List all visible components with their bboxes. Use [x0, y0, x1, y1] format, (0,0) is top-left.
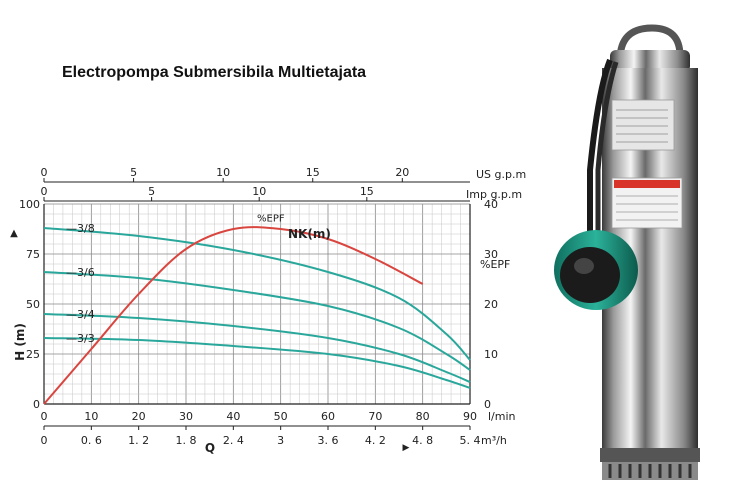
- curve-label: —3/8: [66, 222, 95, 235]
- epf-axis-label: %EPF: [480, 258, 510, 271]
- us-gpm-tick-label: 20: [395, 166, 409, 179]
- h-tick-label: 100: [19, 198, 40, 211]
- curve-3-8: [43, 227, 471, 361]
- curve-label: —3/6: [66, 266, 95, 279]
- lmin-tick-label: 30: [179, 410, 193, 423]
- imp-gpm-tick-label: 10: [252, 185, 266, 198]
- curve-label: —3/3: [66, 332, 95, 345]
- epf-tick-label: 40: [484, 198, 498, 211]
- h-tick-label: 0: [33, 398, 40, 411]
- imp-gpm-axis-label: Imp g.p.m: [466, 188, 522, 201]
- m3h-tick-label: 0. 6: [81, 434, 102, 447]
- curves-title: NK(m): [288, 227, 331, 241]
- pump-label-plate: [611, 99, 675, 151]
- lmin-tick-label: 50: [274, 410, 288, 423]
- h-tick-label: 50: [26, 298, 40, 311]
- us-gpm-tick-label: 10: [216, 166, 230, 179]
- curve-3-3: [43, 337, 471, 389]
- m3h-axis-label: m³/h: [481, 434, 507, 447]
- h-tick-label: 75: [26, 248, 40, 261]
- curve-label-epf: %EPF: [257, 214, 285, 225]
- m3h-tick-label: 4. 8: [412, 434, 433, 447]
- us-gpm-tick-label: 5: [130, 166, 137, 179]
- us-gpm-tick-label: 0: [41, 166, 48, 179]
- h-axis-arrow: ▲: [10, 228, 18, 239]
- pump-handle: [616, 24, 684, 61]
- epf-tick-label: 10: [484, 348, 498, 361]
- imp-gpm-tick-label: 0: [41, 185, 48, 198]
- pump-top-cap: [610, 50, 690, 72]
- m3h-tick-label: 3. 6: [318, 434, 339, 447]
- epf-tick-label: 20: [484, 298, 498, 311]
- curve-label: —3/4: [66, 308, 95, 321]
- lmin-axis-label: l/min: [488, 410, 516, 423]
- lmin-tick-label: 70: [368, 410, 382, 423]
- us-gpm-tick-label: 15: [306, 166, 320, 179]
- m3h-tick-label: 2. 4: [223, 434, 244, 447]
- m3h-tick-label: 1. 8: [176, 434, 197, 447]
- m3h-tick-label: 0: [41, 434, 48, 447]
- lmin-tick-label: 80: [416, 410, 430, 423]
- pump-bottom-ring: [600, 448, 700, 462]
- m3h-tick-label: 1. 2: [128, 434, 149, 447]
- epf-tick-label: 0: [484, 398, 491, 411]
- lmin-tick-label: 20: [132, 410, 146, 423]
- m3h-tick-label: 3: [277, 434, 284, 447]
- m3h-tick-label: 4. 2: [365, 434, 386, 447]
- imp-gpm-tick-label: 5: [148, 185, 155, 198]
- curve-3-4: [43, 313, 471, 383]
- us-gpm-axis-label: US g.p.m: [476, 168, 526, 181]
- curve--EPF: [43, 226, 424, 405]
- imp-gpm-tick-label: 15: [360, 185, 374, 198]
- q-axis-label: Q: [205, 441, 215, 455]
- h-tick-label: 25: [26, 348, 40, 361]
- float-switch: [554, 230, 638, 310]
- lmin-tick-label: 90: [463, 410, 477, 423]
- curve-3-6: [43, 271, 471, 371]
- epf-tick-label: 30: [484, 248, 498, 261]
- q-axis-arrow: ▶: [403, 443, 410, 453]
- lmin-tick-label: 60: [321, 410, 335, 423]
- h-axis-label: H (m): [13, 323, 27, 361]
- chart-title: Electropompa Submersibila Multietajata: [62, 64, 367, 81]
- pump-cable: [587, 58, 619, 245]
- lmin-tick-label: 40: [226, 410, 240, 423]
- lmin-tick-label: 0: [41, 410, 48, 423]
- m3h-tick-label: 5. 4: [460, 434, 481, 447]
- lmin-tick-label: 10: [84, 410, 98, 423]
- submersible-pump-image: [554, 24, 700, 480]
- pump-performance-chart: 0 5 10 15 20 US g.p.m 0 5 10 15 Imp g.p.m 0 25 50 75 10…: [10, 166, 526, 455]
